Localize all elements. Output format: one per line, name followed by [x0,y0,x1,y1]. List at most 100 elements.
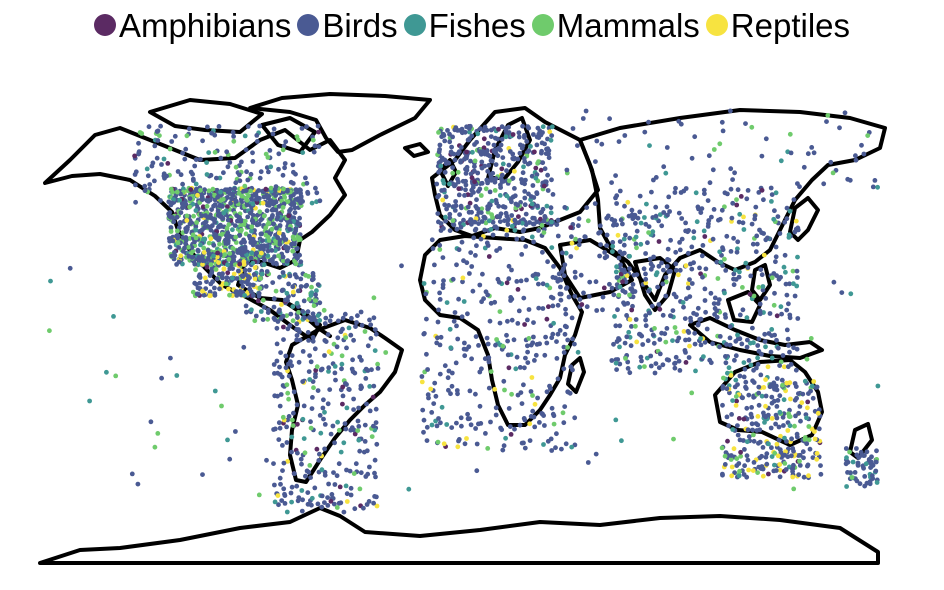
point-fishes [875,184,880,190]
legend-label-reptiles: Reptiles [730,6,851,44]
point-birds [534,191,540,197]
point-birds [232,223,238,229]
point-birds [527,160,533,166]
point-mammals [715,276,721,281]
legend-label-fishes: Fishes [428,6,526,44]
point-mammals [488,369,494,374]
point-birds [681,304,686,310]
point-reptiles [787,380,793,386]
point-fishes [737,269,742,275]
point-reptiles [231,271,237,277]
point-fishes [406,486,412,492]
point-birds [304,124,309,129]
point-birds [436,193,442,198]
point-birds [572,269,578,275]
point-birds [676,210,682,216]
point-reptiles [290,289,296,295]
point-fishes [680,300,686,305]
point-birds [373,406,379,412]
point-mammals [674,330,679,335]
point-birds [648,353,654,359]
point-birds [462,129,468,135]
point-birds [525,360,531,365]
point-birds [663,275,669,280]
point-birds [297,187,303,193]
point-birds [722,312,728,317]
point-birds [664,204,670,210]
point-birds [248,171,254,177]
point-fishes [549,219,554,225]
point-reptiles [729,464,735,470]
point-fishes [217,175,223,181]
point-amphibians [657,306,663,312]
point-birds [305,189,310,195]
point-fishes [503,134,509,140]
point-mammals [663,339,669,345]
point-mammals [302,450,308,456]
point-birds [365,471,371,477]
point-birds [277,403,283,409]
point-birds [132,172,138,177]
point-birds [535,395,540,401]
point-birds [189,245,195,250]
point-birds [283,139,289,145]
point-birds [454,420,459,426]
point-birds [765,235,770,241]
point-birds [660,312,666,318]
point-fishes [503,435,508,441]
point-birds [167,244,173,250]
point-birds [763,296,769,301]
point-birds [486,162,492,168]
point-birds [726,423,731,429]
point-birds [617,323,623,329]
point-birds [561,350,567,355]
point-fishes [87,398,92,404]
point-birds [515,202,521,208]
point-mammals [472,158,478,164]
point-fishes [529,234,535,240]
point-birds [862,483,868,489]
point-birds [424,351,429,357]
point-birds [300,199,305,204]
point-mammals [290,248,296,254]
point-mammals [642,364,647,369]
point-birds [274,261,279,267]
point-mammals [206,240,212,246]
point-birds [683,186,689,191]
point-mammals [740,285,745,290]
point-birds [458,158,464,164]
point-birds [270,213,275,218]
point-birds [476,343,481,348]
point-birds [216,212,221,218]
point-amphibians [237,261,243,267]
point-birds [702,286,708,292]
point-birds [209,207,215,213]
point-mammals [249,224,255,230]
point-birds [264,457,269,463]
point-birds [740,220,746,226]
point-birds [807,446,813,452]
point-birds [454,226,460,232]
point-birds [637,193,643,199]
point-amphibians [546,304,551,310]
point-birds [299,508,305,514]
point-birds [540,281,546,287]
point-birds [500,447,506,453]
point-birds [305,490,311,495]
point-birds [741,472,747,477]
point-birds [750,427,755,433]
point-amphibians [725,438,730,444]
point-birds [323,339,329,344]
point-birds [794,268,800,274]
point-mammals [193,235,199,241]
point-birds [355,313,360,319]
point-birds [609,216,615,222]
point-birds [659,260,664,266]
point-birds [548,386,553,392]
point-birds [624,334,630,340]
point-birds [254,139,260,144]
point-birds [732,170,737,176]
point-birds [509,213,515,218]
point-birds [733,277,739,282]
point-birds [313,292,318,298]
